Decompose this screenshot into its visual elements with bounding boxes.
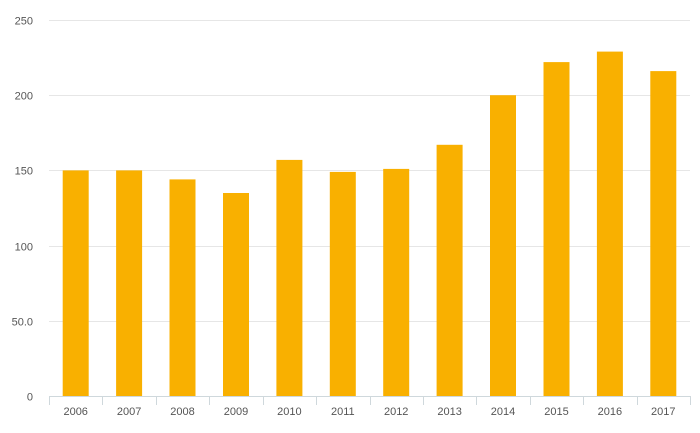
x-tick-label: 2009 [224,406,248,418]
bar-2007 [116,170,143,396]
bar-2015 [543,62,570,396]
y-tick-label: 200 [15,91,33,103]
bar-2010 [276,159,303,396]
gridlines [49,20,690,322]
bar-2009 [223,193,249,396]
bar-2013 [436,144,463,396]
bar-2017 [650,71,677,396]
x-tick-label: 2017 [651,406,675,418]
x-tick-label: 2010 [277,406,301,418]
x-tick-label: 2006 [63,406,87,418]
bar-2006 [62,170,89,396]
x-tick-label: 2014 [491,406,515,418]
y-axis: 0 50.0 100 150 200 250 [12,16,33,404]
x-tick-label: 2007 [117,406,141,418]
bar-2012 [383,168,410,396]
x-tick-label: 2015 [544,406,568,418]
bar-2016 [596,51,623,396]
y-tick-label: 50.0 [12,317,33,329]
x-tick-label: 2013 [437,406,461,418]
x-axis: 2006 2007 2008 2009 2010 2011 2012 2013 2014 2015… [49,396,691,418]
bar-2014 [490,95,516,396]
x-tick-label: 2008 [170,406,194,418]
y-tick-label: 100 [15,242,33,254]
bars [62,51,677,396]
x-tick-label: 2011 [331,406,355,418]
y-tick-label: 0 [27,392,33,404]
y-tick-label: 250 [15,16,33,28]
x-tick-label: 2016 [598,406,622,418]
x-tick-label: 2012 [384,406,408,418]
bar-2011 [329,171,356,396]
y-tick-label: 150 [15,166,33,178]
bar-2008 [169,179,196,396]
